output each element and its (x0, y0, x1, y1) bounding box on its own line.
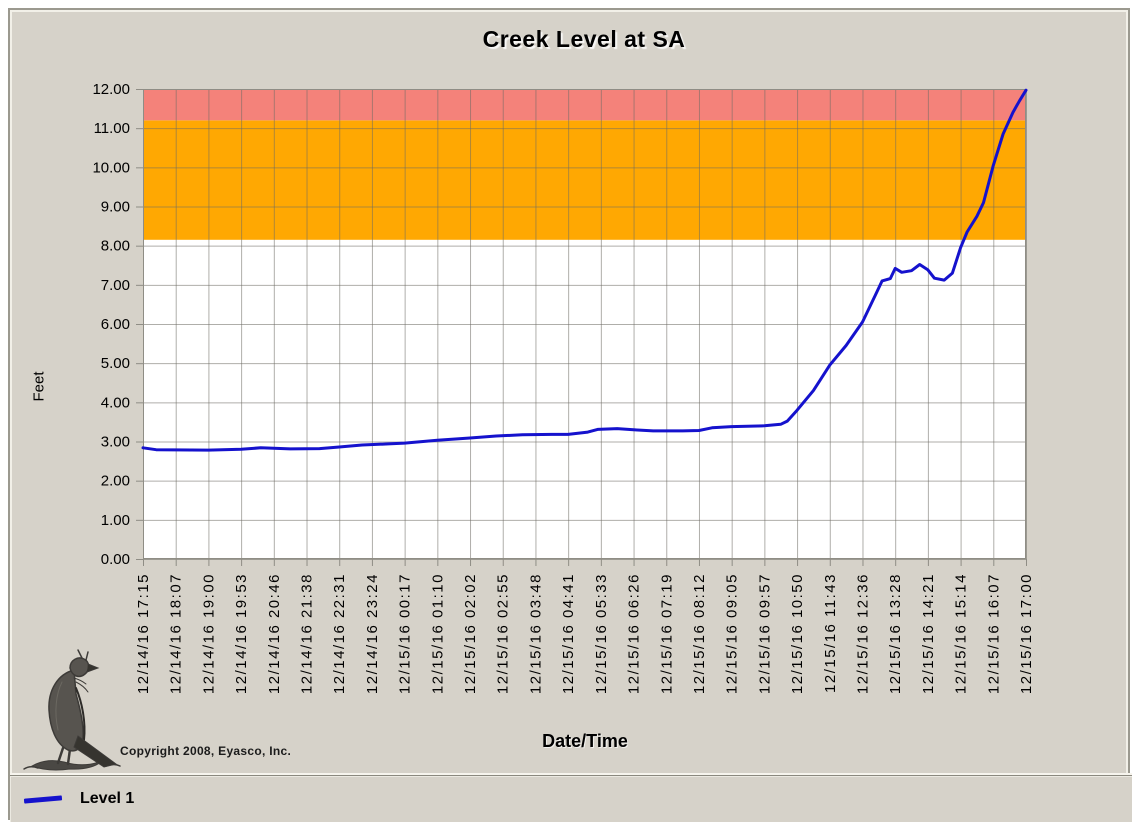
chart-title: Creek Level at SA (482, 26, 686, 52)
x-tick-label: 12/15/16 17:00 (1018, 573, 1035, 694)
y-tick-label: 12.00 (92, 81, 130, 98)
x-tick-label: 12/15/16 04:41 (560, 573, 577, 694)
x-ticks (143, 559, 1027, 566)
eyasco-eagle-logo (23, 649, 121, 771)
y-tick-label: 9.00 (101, 199, 130, 216)
y-tick-label: 1.00 (101, 512, 130, 529)
copyright-text: Copyright 2008, Eyasco, Inc. (120, 744, 292, 758)
y-tick-label: 2.00 (101, 473, 130, 490)
x-tick-label: 12/15/16 16:07 (985, 573, 1002, 694)
x-tick-label: 12/15/16 02:55 (495, 573, 512, 694)
x-tick-label: 12/14/16 17:15 (135, 573, 152, 694)
x-tick-label: 12/14/16 20:46 (266, 573, 283, 694)
x-tick-label: 12/14/16 22:31 (331, 573, 348, 694)
y-tick-label: 4.00 (101, 394, 130, 411)
x-tick-label: 12/15/16 08:12 (691, 573, 708, 694)
level1-series-line (141, 88, 1028, 452)
x-tick-label: 12/14/16 19:53 (233, 573, 250, 694)
warning-band (143, 120, 1026, 240)
y-tick-label: 6.00 (101, 316, 130, 333)
x-tick-label: 12/15/16 01:10 (429, 573, 446, 694)
x-axis-title: Date/Time (542, 731, 628, 751)
y-ticks (136, 89, 143, 560)
x-tick-label: 12/14/16 19:00 (200, 573, 217, 694)
x-tick-label: 12/15/16 07:19 (658, 573, 675, 694)
x-tick-label: 12/15/16 02:02 (462, 573, 479, 694)
alert-band (143, 89, 1026, 121)
x-tick-label: 12/15/16 09:57 (756, 573, 773, 694)
x-tick-label: 12/15/16 09:05 (724, 573, 741, 694)
x-tick-label: 12/15/16 00:17 (397, 573, 414, 694)
y-tick-label: 8.00 (101, 238, 130, 255)
x-tick-label: 12/15/16 12:36 (854, 573, 871, 694)
x-tick-label: 12/15/16 15:14 (953, 573, 970, 694)
y-tick-label: 7.00 (101, 277, 130, 294)
x-tick-label: 12/15/16 10:50 (789, 573, 806, 694)
legend-item-level1[interactable]: Level 1 (23, 776, 135, 822)
y-tick-label: 10.00 (92, 159, 130, 176)
x-tick-label: 12/15/16 11:43 (822, 573, 839, 693)
y-tick-label: 3.00 (101, 434, 130, 451)
y-tick-label: 5.00 (101, 355, 130, 372)
x-tick-label: 12/14/16 18:07 (168, 573, 185, 694)
x-tick-label: 12/15/16 13:28 (887, 573, 904, 694)
y-tick-label: 0.00 (101, 551, 130, 568)
x-tick-label: 12/14/16 23:24 (364, 573, 381, 694)
y-tick-label: 11.00 (94, 120, 130, 137)
x-tick-label: 12/14/16 21:38 (299, 573, 316, 694)
legend-line-swatch (23, 794, 63, 804)
legend-item-label: Level 1 (80, 790, 135, 807)
x-tick-label: 12/15/16 05:33 (593, 573, 610, 694)
legend-bar: Level 1 (10, 775, 1132, 822)
x-tick-label: 12/15/16 06:26 (626, 573, 643, 694)
plot-border (143, 89, 1026, 559)
x-tick-label: 12/15/16 03:48 (527, 573, 544, 694)
y-axis-title: Feet (30, 371, 48, 402)
x-tick-label: 12/15/16 14:21 (920, 573, 937, 694)
